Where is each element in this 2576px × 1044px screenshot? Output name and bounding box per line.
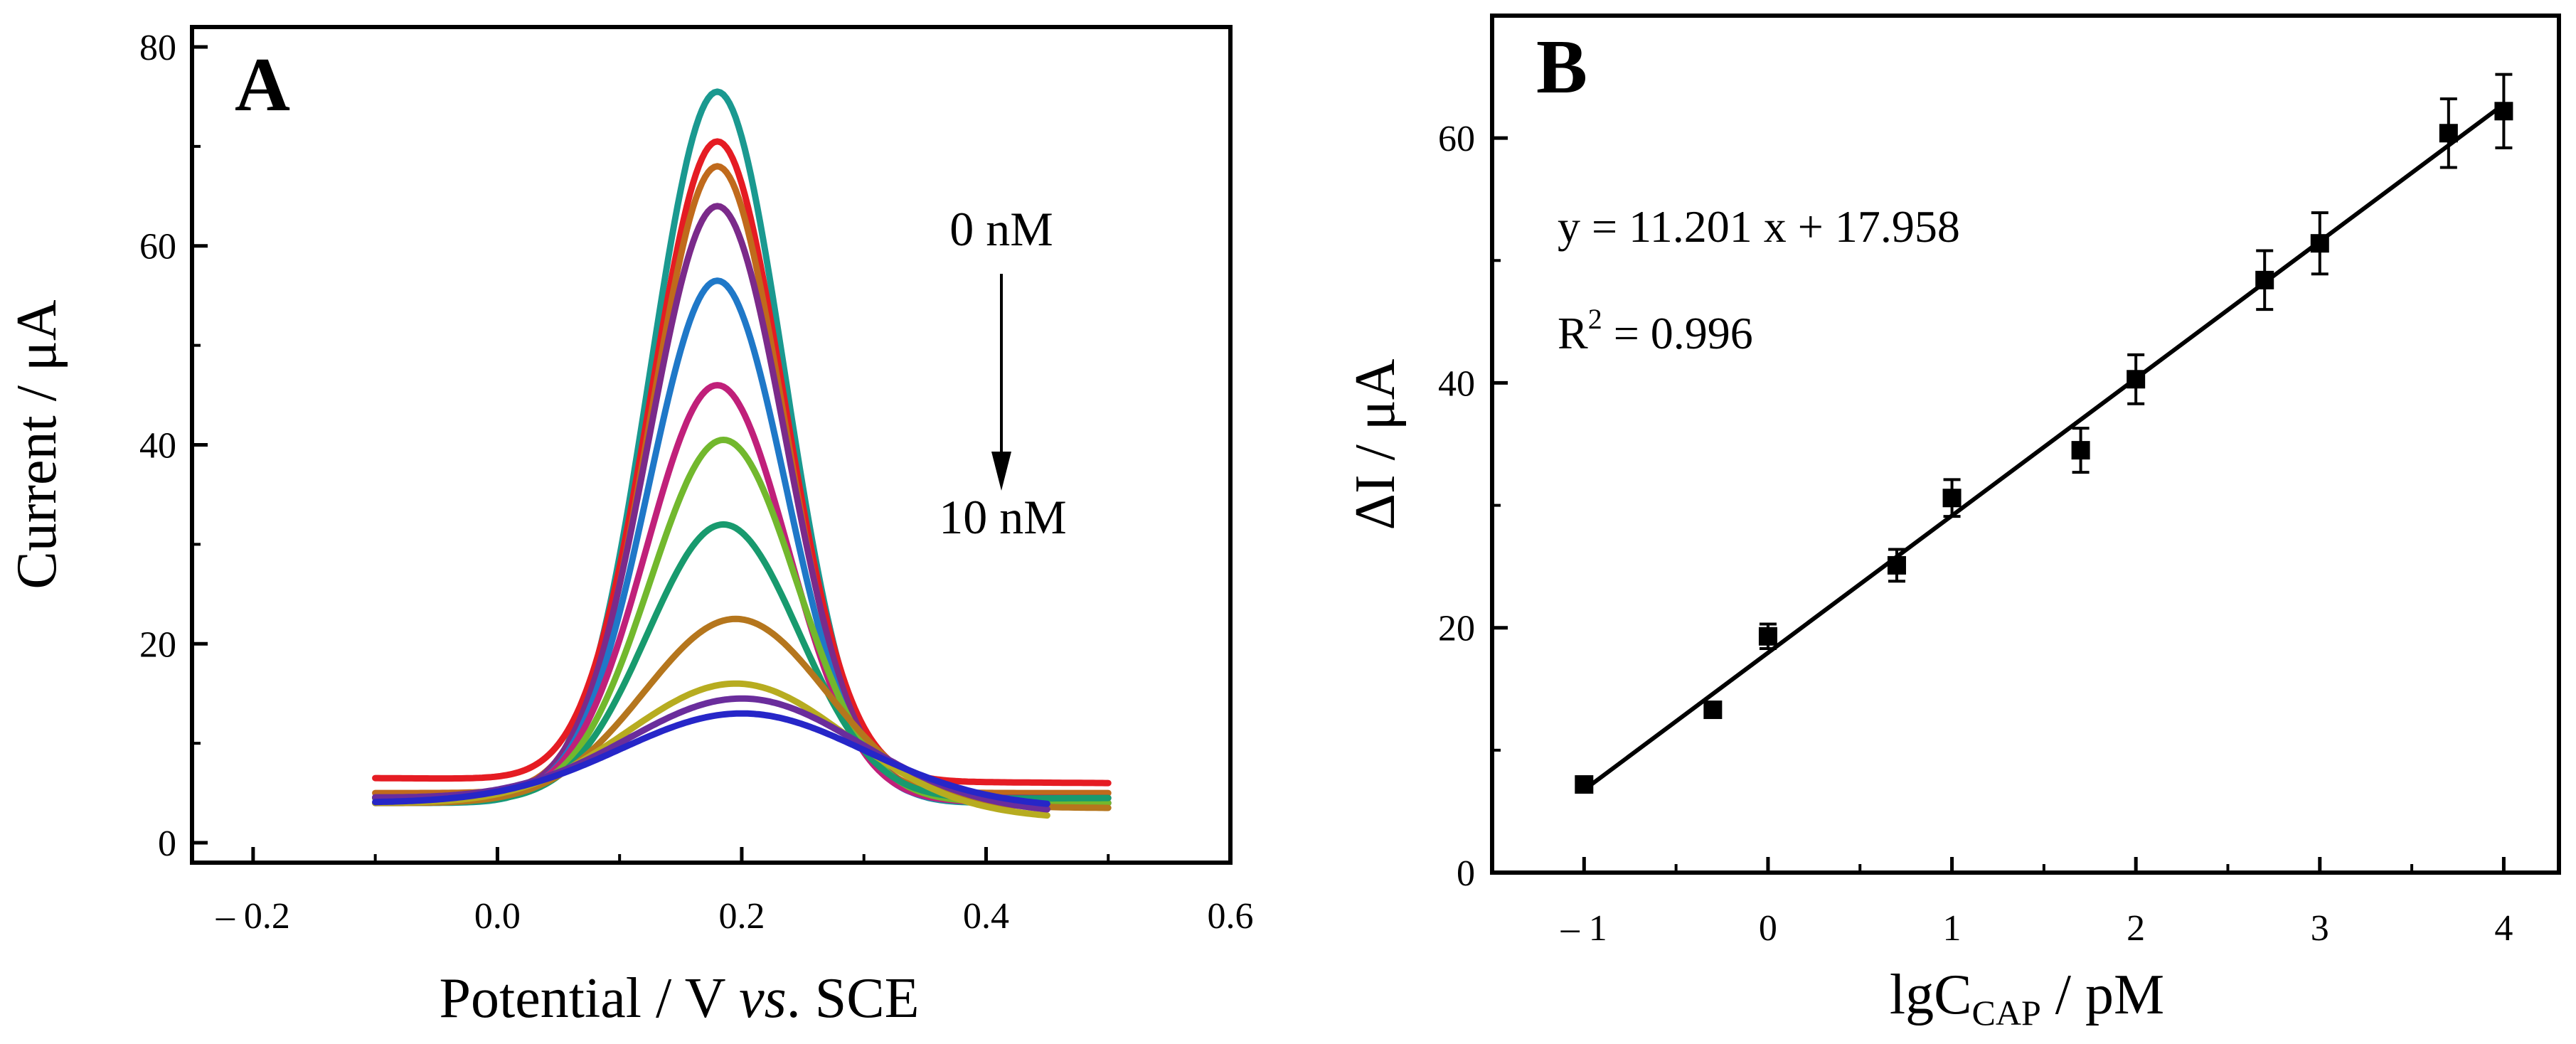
panel-a-x-tick-label: 0.0 — [474, 896, 521, 937]
panel-b-x-axis-label-main: lgC — [1890, 964, 1972, 1026]
panel-b-points — [1575, 73, 2513, 794]
panel-a-letter: A — [235, 43, 290, 127]
panel-b-x-ticks: – 1 0 1 2 3 4 — [1560, 857, 2513, 949]
panel-a-x-tick-label: 0.2 — [718, 896, 765, 937]
panel-a-y-tick-label: 60 — [139, 227, 176, 267]
panel-b-y-tick-label: 0 — [1457, 853, 1475, 894]
panel-b-point-4 — [1887, 555, 1906, 575]
panel-b-point-9 — [2310, 234, 2329, 253]
panel-a-curves — [372, 88, 1112, 819]
panel-a-x-axis-label-italic: vs — [739, 967, 787, 1030]
panel-b-point-3 — [1758, 627, 1777, 646]
panel-b-point-5 — [1942, 489, 1962, 508]
panel-a-x-tick-label: – 0.2 — [215, 896, 290, 937]
panel-b-equation: y = 11.201 x + 17.958 — [1558, 201, 1960, 252]
panel-b-point-8 — [2255, 270, 2274, 289]
panel-a-x-tick-label: 0.4 — [963, 896, 1009, 937]
panel-b-frame — [1490, 14, 2561, 875]
panel-b-x-tick-label: 4 — [2494, 908, 2513, 949]
panel-b-r-squared-sup: 2 — [1588, 303, 1602, 335]
panel-b-point-2 — [1703, 701, 1723, 720]
panel-b-y-tick-label: 60 — [1438, 119, 1475, 159]
panel-a-y-tick-label: 40 — [139, 426, 176, 467]
panel-b-y-axis-label: ΔI / μA — [1344, 358, 1407, 530]
panel-a-x-axis-label: Potential / V vs. SCE — [440, 967, 920, 1030]
panel-a-x-tick-label: 0.6 — [1208, 896, 1254, 937]
panel-b-letter: B — [1536, 25, 1587, 110]
panel-b-point-7 — [2127, 370, 2146, 389]
panel-a-x-axis-label-main: Potential / V — [440, 967, 740, 1030]
panel-b-x-tick-label: 2 — [2127, 908, 2145, 949]
panel-b-point-11 — [2494, 102, 2513, 121]
panel-a-arrow-head — [991, 452, 1011, 491]
panel-a-y-tick-label: 20 — [139, 624, 176, 665]
panel-a-annotation-top: 0 nM — [949, 202, 1053, 256]
panel-b-x-tick-label: – 1 — [1560, 908, 1607, 949]
panel-a-annotation-bottom: 10 nM — [939, 490, 1066, 544]
panel-b-r-squared-tail: = 0.996 — [1602, 308, 1753, 358]
panel-b-x-tick-label: 0 — [1759, 908, 1777, 949]
panel-b-fit-line — [1582, 102, 2506, 792]
panel-b-x-tick-label: 3 — [2311, 908, 2329, 949]
panel-a-x-axis-label-tail: . SCE — [787, 967, 920, 1030]
panel-b-x-axis-label-sub: CAP — [1971, 993, 2040, 1033]
panel-b-y-tick-label: 20 — [1438, 609, 1475, 649]
panel-a-curve-2 — [372, 138, 1112, 787]
panel-a-y-ticks: 0 20 40 60 80 — [139, 28, 208, 864]
panel-b-point-6 — [2071, 441, 2090, 460]
panel-b-r-squared: R2 = 0.996 — [1558, 303, 1753, 358]
panel-b-fit — [1582, 102, 2506, 792]
panel-b-point-10 — [2439, 124, 2458, 143]
panel-a-curve-8 — [372, 521, 1112, 806]
panel-b-x-axis-label-tail: / pM — [2041, 964, 2164, 1026]
panel-b-r-squared-prefix: R — [1558, 308, 1588, 358]
panel-b-x-axis-label: lgCCAP / pM — [1890, 964, 2164, 1033]
panel-a-curve-9 — [372, 615, 1112, 811]
panel-a-curve-12 — [372, 710, 1050, 807]
panel-a-y-axis-label: Current / μA — [6, 299, 68, 589]
panel-b-y-tick-label: 40 — [1438, 363, 1475, 404]
panel-b-y-ticks: 0 20 40 60 — [1438, 119, 1508, 894]
panel-b-chart: – 1 0 1 2 3 4 0 20 40 60 B y = 11.201 x + 17.958… — [1344, 14, 2561, 1033]
panel-a-x-ticks: – 0.2 0.0 0.2 0.4 0.6 — [215, 847, 1254, 937]
panel-b-point-1 — [1575, 775, 1594, 794]
panel-a-y-tick-label: 80 — [139, 28, 176, 68]
panel-a-y-tick-label: 0 — [158, 824, 176, 864]
panel-a-chart: – 0.2 0.0 0.2 0.4 0.6 0 20 40 60 80 A 0 nM 10 nM… — [6, 25, 1254, 1030]
panel-b-x-tick-label: 1 — [1943, 908, 1962, 949]
